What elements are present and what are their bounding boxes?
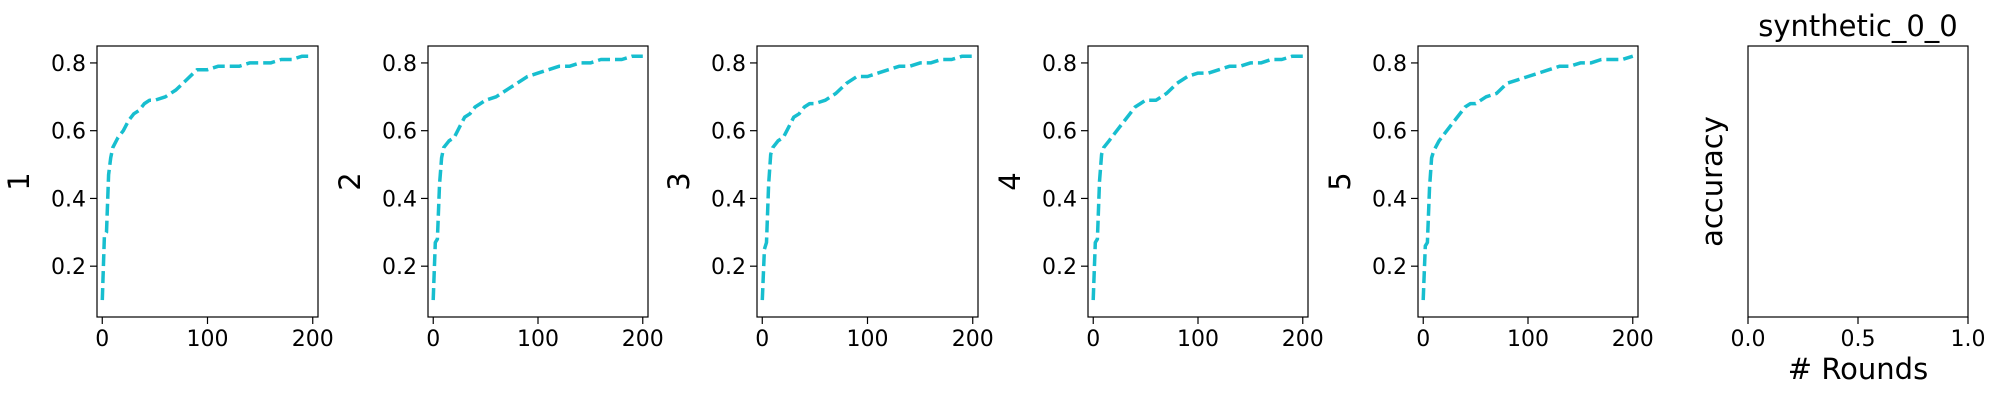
x-tick-label: 100 [517,327,559,352]
x-tick-label: 0 [426,327,440,352]
axes-frame [756,45,979,318]
subplot-5: 0 100 200 0.2 0.4 0.6 0.8 5 [1323,45,1654,352]
y-tick-label: 0.2 [711,255,746,280]
y-axis-label: accuracy [1695,116,1729,247]
x-tick-label: 0.0 [1731,327,1766,352]
y-axis-label: 4 [993,172,1027,190]
y-tick-label: 0.4 [1042,187,1077,212]
x-tick-label: 0 [755,327,769,352]
subplot-1: 0 100 200 0.2 0.4 0.6 0.8 1 [2,45,334,352]
series-line-1 [760,54,973,301]
x-tick-label: 100 [847,327,889,352]
x-tick-label: 200 [952,327,994,352]
x-axis-label: # Rounds [1788,352,1928,386]
y-tick-label: 0.2 [382,255,417,280]
y-tick-label: 0.8 [1372,52,1407,77]
y-axis-label: 3 [662,172,696,190]
y-tick-label: 0.4 [51,187,86,212]
y-axis-label: 1 [2,172,36,190]
y-tick-label: 0.4 [382,187,417,212]
x-tick-label: 0.5 [1841,327,1876,352]
series-line-1 [100,54,313,301]
subplot-4: 0 100 200 0.2 0.4 0.6 0.8 4 [993,45,1324,352]
subplot-2: 0 100 200 0.2 0.4 0.6 0.8 2 [333,45,664,352]
x-tick-label: 100 [187,327,229,352]
y-tick-label: 0.8 [1042,52,1077,77]
x-tick-label: 0 [1416,327,1430,352]
y-tick-label: 0.2 [1042,255,1077,280]
x-tick-label: 0 [95,327,109,352]
axes-frame [96,45,319,318]
series-line-1 [1091,54,1303,301]
axes-frame [427,45,649,318]
chart-title: synthetic_0_0 [1758,9,1958,43]
y-tick-label: 0.6 [51,120,86,145]
series-line-1 [1421,54,1634,301]
axes-frame [1087,45,1309,318]
y-tick-label: 0.6 [711,120,746,145]
y-tick-label: 0.8 [382,52,417,77]
x-tick-label: 200 [292,327,334,352]
y-tick-label: 0.2 [1372,255,1407,280]
y-tick-label: 0.2 [51,255,86,280]
x-tick-label: 100 [1507,327,1549,352]
x-tick-label: 200 [1282,327,1324,352]
y-tick-label: 0.8 [51,52,86,77]
y-tick-label: 0.6 [1042,120,1077,145]
x-tick-label: 200 [1612,327,1654,352]
x-tick-label: 0 [1086,327,1100,352]
y-tick-label: 0.6 [1372,120,1407,145]
x-tick-label: 1.0 [1951,327,1986,352]
axes-frame [1417,45,1639,318]
y-axis-label: 5 [1323,172,1357,190]
x-tick-label: 100 [1177,327,1219,352]
axes-frame [1747,45,1969,318]
y-axis-label: 2 [333,172,367,190]
y-tick-label: 0.4 [711,187,746,212]
y-tick-label: 0.6 [382,120,417,145]
subplot-6: 0.0 0.5 1.0 accuracy # Rounds synthetic_0_0 [1695,9,1986,386]
y-tick-label: 0.8 [711,52,746,77]
y-tick-label: 0.4 [1372,187,1407,212]
x-tick-label: 200 [622,327,664,352]
series-line-1 [431,54,643,301]
subplot-3: 0 100 200 0.2 0.4 0.6 0.8 3 [662,45,994,352]
